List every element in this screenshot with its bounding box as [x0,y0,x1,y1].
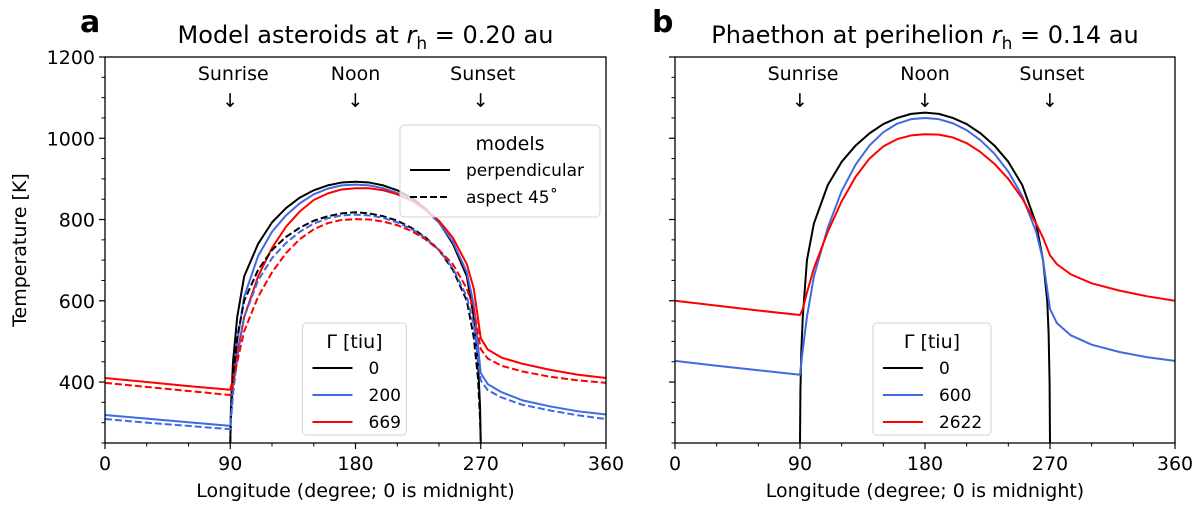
panel-title: Phaethon at perihelion rh = 0.14 au [711,21,1138,54]
title-variable: r [992,21,1004,49]
x-axis-label: Longitude (degree; 0 is midnight) [196,480,514,502]
legend-label: 600 [939,386,971,406]
x-tick-label: 90 [218,453,242,475]
legend-label: 2622 [939,413,982,433]
panel-title: Model asteroids at rh = 0.20 au [178,21,554,54]
down-arrow-icon: ↓ [917,90,933,112]
title-subscript: h [416,34,427,54]
x-tick-label: 0 [669,453,681,475]
panel-a: 0 90 180 270 360 400 600 800 1000 1200 Longitude (… [9,5,624,502]
series-group [105,180,606,443]
x-tick-label: 360 [1157,453,1193,475]
down-arrow-icon: ↓ [1042,90,1058,112]
legend-label: 669 [369,413,401,433]
title-subscript: h [1002,34,1013,54]
legend-thermal-inertia: Γ [tiu] 0 200 669 [302,322,407,436]
title-variable: r [406,21,418,49]
series-group [675,111,1175,443]
legend-title: models [475,133,544,155]
down-arrow-icon: ↓ [473,90,489,112]
panel-letter: b [652,5,673,40]
title-text: Model asteroids at [178,21,407,49]
x-tick-label: 180 [907,453,943,475]
y-tick-label: 800 [59,210,95,232]
legend-box [872,322,992,436]
legend-models: models perpendicular aspect 45˚ [399,124,601,218]
legend-box [399,124,601,218]
series-line--200-aspect-45 [105,213,606,431]
panel-letter: a [80,5,100,40]
title-value: = 0.14 au [1012,21,1138,49]
series-line--2622 [675,133,1175,317]
title-value: = 0.20 au [427,21,553,49]
y-tick-label: 1000 [47,128,95,150]
x-tick-label: 360 [588,453,624,475]
down-arrow-icon: ↓ [222,90,238,112]
annotation-sunrise: Sunrise [768,63,839,85]
x-tick-label: 180 [337,453,373,475]
legend-title: Γ [tiu] [326,331,382,353]
legend-title: Γ [tiu] [904,331,960,353]
annotation-noon: Noon [331,63,381,85]
x-axis-label: Longitude (degree; 0 is midnight) [766,480,1084,502]
title-text: Phaethon at perihelion [711,21,991,49]
y-tick-label: 400 [59,372,95,394]
x-tick-label: 270 [463,453,499,475]
legend-label: 200 [369,386,401,406]
y-tick-label: 1200 [47,47,95,69]
series-line--669-aspect-45 [105,218,606,397]
legend-label: aspect 45˚ [466,187,558,208]
annotation-sunrise: Sunrise [198,63,269,85]
x-tick-label: 270 [1032,453,1068,475]
legend-label: perpendicular [466,161,584,181]
series-line--600 [675,116,1175,376]
annotation-noon: Noon [900,63,950,85]
y-tick-label: 600 [59,291,95,313]
series-line--0-aspect-45 [229,211,482,443]
panel-b: 0 90 180 270 360 Longitude (degree; 0 is midn… [652,5,1193,502]
annotation-sunset: Sunset [450,63,515,85]
legend-thermal-inertia: Γ [tiu] 0 600 2622 [872,322,992,436]
down-arrow-icon: ↓ [348,90,364,112]
legend-box [302,322,407,436]
x-tick-label: 0 [99,453,111,475]
legend-label: 0 [939,359,950,379]
down-arrow-icon: ↓ [792,90,808,112]
annotation-sunset: Sunset [1019,63,1084,85]
legend-label: 0 [369,359,380,379]
x-tick-label: 90 [788,453,812,475]
y-axis-label: Temperature [K] [9,173,31,328]
